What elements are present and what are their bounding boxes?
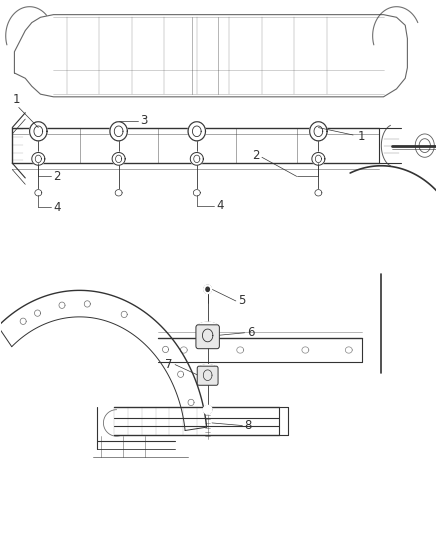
Polygon shape: [198, 365, 217, 375]
Text: 2: 2: [53, 170, 61, 183]
Polygon shape: [197, 322, 218, 333]
Text: 6: 6: [247, 326, 254, 340]
Polygon shape: [310, 122, 327, 141]
Text: 4: 4: [216, 199, 224, 212]
Polygon shape: [315, 190, 322, 196]
Text: 8: 8: [245, 419, 252, 432]
Polygon shape: [203, 406, 212, 414]
Polygon shape: [35, 190, 42, 196]
Polygon shape: [110, 122, 127, 141]
Polygon shape: [190, 152, 203, 165]
Text: 3: 3: [140, 114, 148, 127]
Polygon shape: [204, 285, 212, 294]
Text: 1: 1: [357, 130, 365, 142]
Text: 2: 2: [252, 149, 260, 161]
FancyBboxPatch shape: [196, 325, 219, 349]
FancyBboxPatch shape: [197, 366, 218, 385]
Polygon shape: [193, 190, 200, 196]
Text: 7: 7: [166, 358, 173, 371]
Text: 5: 5: [238, 294, 246, 308]
Polygon shape: [312, 152, 325, 165]
Text: 1: 1: [13, 93, 21, 106]
Polygon shape: [32, 152, 45, 165]
Polygon shape: [30, 122, 47, 141]
Text: 4: 4: [53, 200, 61, 214]
Polygon shape: [188, 122, 205, 141]
Polygon shape: [115, 190, 122, 196]
Polygon shape: [206, 287, 209, 292]
Polygon shape: [112, 152, 125, 165]
